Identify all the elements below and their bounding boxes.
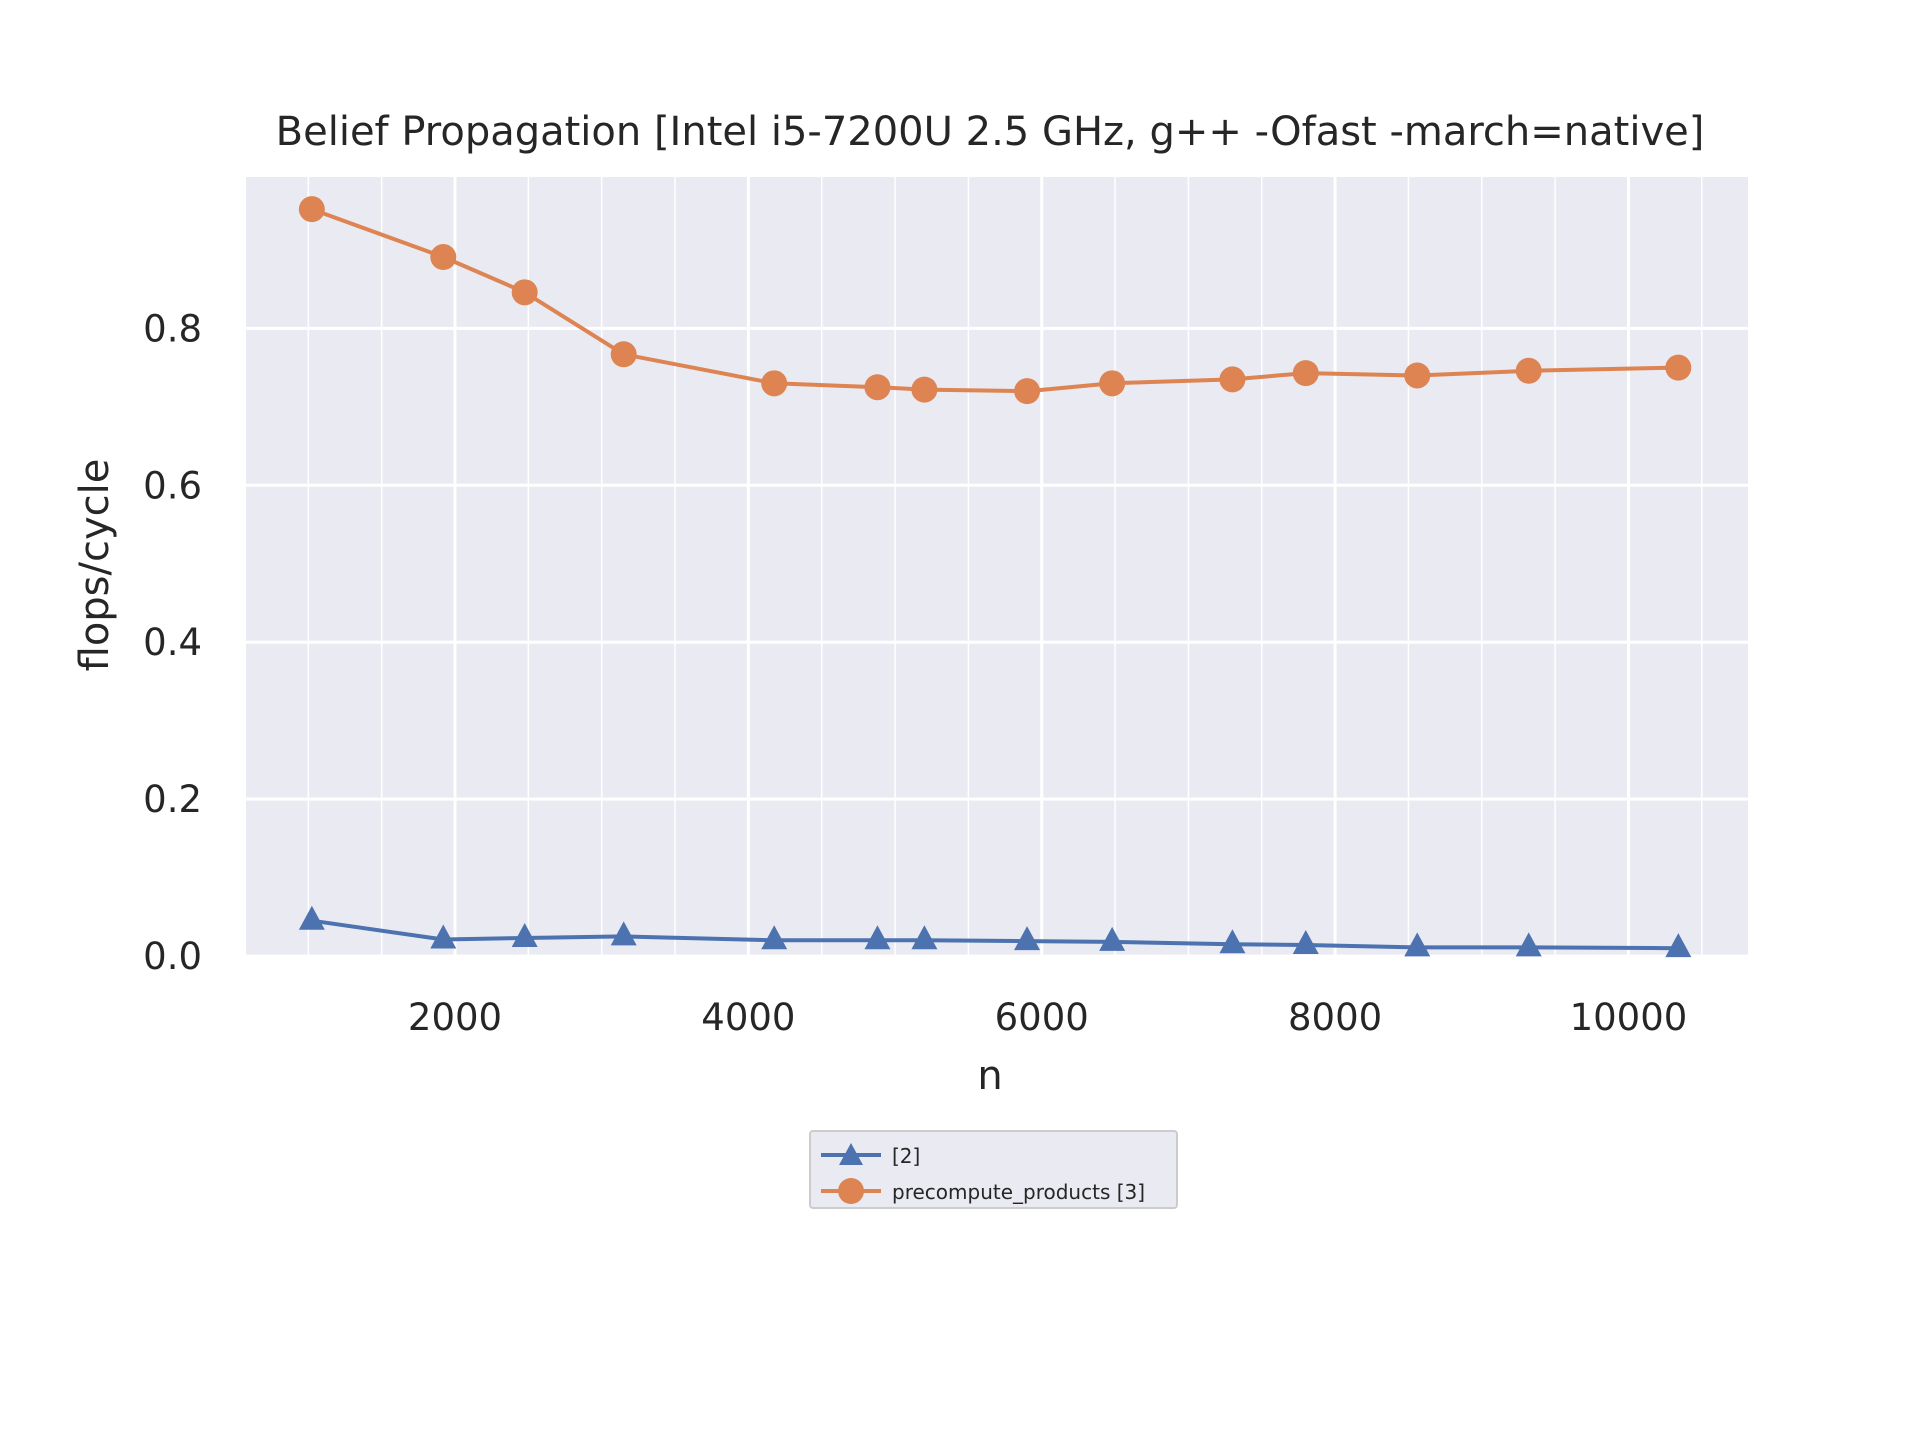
legend-marker-circle-icon — [821, 1178, 881, 1204]
data-point — [911, 376, 938, 403]
series-line — [311, 207, 1679, 394]
data-point — [1515, 932, 1542, 957]
y-tick-label: 0.2 — [143, 778, 202, 821]
x-tick-label: 2000 — [408, 996, 502, 1039]
legend-item-series-1: [2] — [811, 1138, 1176, 1172]
y-axis-label: flops/cycle — [72, 459, 118, 672]
data-point — [1665, 354, 1692, 381]
data-point — [911, 925, 938, 950]
y-tick-label: 0.8 — [143, 307, 202, 350]
data-point — [1014, 378, 1041, 405]
y-tick-label: 0.4 — [143, 621, 202, 664]
major-grid — [246, 177, 1748, 958]
data-point — [511, 922, 538, 947]
data-point — [1404, 932, 1431, 957]
data-point — [298, 905, 325, 930]
x-tick-label: 6000 — [995, 996, 1089, 1039]
data-point — [1292, 930, 1319, 955]
data-point — [1665, 933, 1692, 958]
series-line — [311, 918, 1679, 951]
y-tick-label: 0.6 — [143, 464, 202, 507]
legend-item-series-2: precompute_products [3] — [811, 1174, 1176, 1208]
data-point — [610, 921, 637, 946]
data-point — [298, 196, 325, 223]
data-point — [1219, 929, 1246, 954]
data-point — [1515, 357, 1542, 384]
series-layer — [298, 196, 1692, 958]
data-point — [1292, 360, 1319, 387]
data-point — [1404, 362, 1431, 389]
data-point — [864, 925, 891, 950]
chart-title: Belief Propagation [Intel i5-7200U 2.5 G… — [276, 109, 1705, 155]
x-tick-label: 8000 — [1288, 996, 1382, 1039]
data-point — [1219, 366, 1246, 393]
data-point — [1014, 926, 1041, 951]
y-tick-label: 0.0 — [143, 935, 202, 978]
legend-label-series-1: [2] — [892, 1144, 921, 1168]
data-point — [430, 924, 457, 949]
data-point — [1099, 926, 1126, 951]
data-point — [1099, 370, 1126, 397]
data-point — [610, 341, 637, 368]
legend-label-series-2: precompute_products [3] — [892, 1180, 1146, 1204]
minor-grid — [307, 177, 1703, 956]
series-1 — [298, 905, 1692, 958]
data-point — [511, 279, 538, 306]
legend-marker-triangle-icon — [821, 1143, 881, 1165]
x-tick-label: 10000 — [1570, 996, 1688, 1039]
legend: [2] precompute_products [3] — [809, 1130, 1178, 1209]
series-2 — [298, 196, 1692, 405]
data-point — [761, 370, 788, 397]
plot-area — [246, 177, 1748, 956]
x-tick-label: 4000 — [701, 996, 795, 1039]
data-point — [864, 374, 891, 401]
data-point — [761, 925, 788, 950]
x-axis-label: n — [977, 1053, 1002, 1099]
tick-labels: 2000 4000 6000 8000 10000 0.0 0.2 0.4 0.6 0.8 — [143, 307, 1687, 1039]
data-point — [430, 244, 457, 271]
